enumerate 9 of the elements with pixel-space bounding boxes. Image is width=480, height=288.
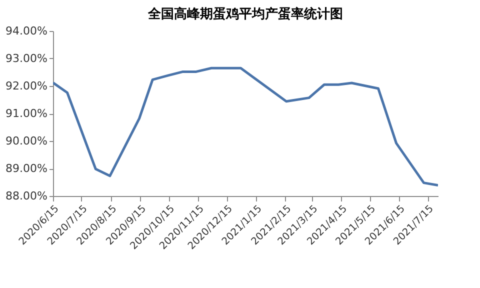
y-tick-label: 91.00%: [6, 107, 48, 120]
line-series: [53, 66, 438, 187]
chart-title: 全国高峰期蛋鸡平均产蛋率统计图: [147, 6, 343, 22]
y-tick-label: 93.00%: [6, 52, 48, 65]
y-tick-label: 89.00%: [6, 162, 48, 175]
y-tick-label: 88.00%: [6, 190, 48, 202]
y-tick-label: 94.00%: [6, 24, 48, 38]
y-tick-label: 90.00%: [6, 134, 48, 148]
y-tick-label: 92.00%: [6, 80, 48, 92]
